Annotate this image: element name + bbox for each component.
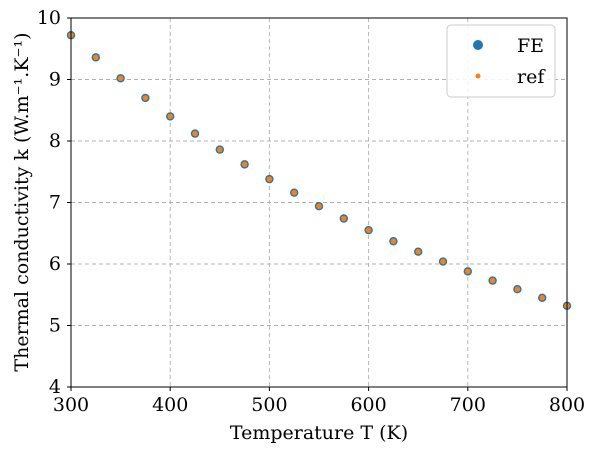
data-point-ref <box>93 54 99 61</box>
data-point-ref <box>142 95 149 101</box>
series-ref <box>68 32 570 309</box>
data-point-ref <box>514 286 521 293</box>
data-point-ref <box>390 238 397 245</box>
legend-marker-ref <box>475 73 481 79</box>
legend-label-fe: FE <box>517 35 544 57</box>
data-point-ref <box>489 277 496 284</box>
data-point-ref <box>217 146 223 153</box>
y-tick-label: 6 <box>49 253 61 275</box>
y-tick-label: 4 <box>49 376 61 398</box>
x-axis-label: Temperature T (K) <box>230 422 408 444</box>
legend-label-ref: ref <box>517 66 546 88</box>
y-tick-label: 9 <box>49 69 61 91</box>
data-point-ref <box>465 268 471 275</box>
data-point-ref <box>316 203 322 209</box>
data-point-ref <box>266 176 273 182</box>
y-tick-label: 5 <box>49 315 61 337</box>
x-tick-label: 300 <box>53 394 89 416</box>
data-point-ref <box>117 75 124 82</box>
data-point-ref <box>539 295 545 301</box>
y-tick-label: 10 <box>37 7 61 29</box>
data-point-ref <box>415 248 422 255</box>
data-point-ref <box>192 130 198 137</box>
x-tick-label: 700 <box>450 394 486 416</box>
data-point-ref <box>440 258 446 265</box>
data-point-ref <box>291 189 298 196</box>
x-tick-label: 800 <box>549 394 585 416</box>
axis-ticks: 300 400 500 600 700 800 4 5 6 7 8 9 10 <box>37 7 585 416</box>
y-tick-label: 8 <box>49 130 61 152</box>
data-point-ref <box>341 215 347 222</box>
data-point-ref <box>241 161 248 168</box>
data-point-ref <box>365 227 372 233</box>
legend: FE ref <box>446 24 556 98</box>
y-tick-label: 7 <box>49 192 61 214</box>
data-point-ref <box>167 113 173 120</box>
data-series <box>66 31 572 311</box>
x-tick-label: 500 <box>251 394 287 416</box>
x-tick-label: 400 <box>152 394 188 416</box>
y-axis-label: Thermal conductivity k (W.m⁻¹.K⁻¹) <box>11 32 33 371</box>
legend-marker-fe <box>473 40 483 50</box>
x-tick-label: 600 <box>350 394 386 416</box>
